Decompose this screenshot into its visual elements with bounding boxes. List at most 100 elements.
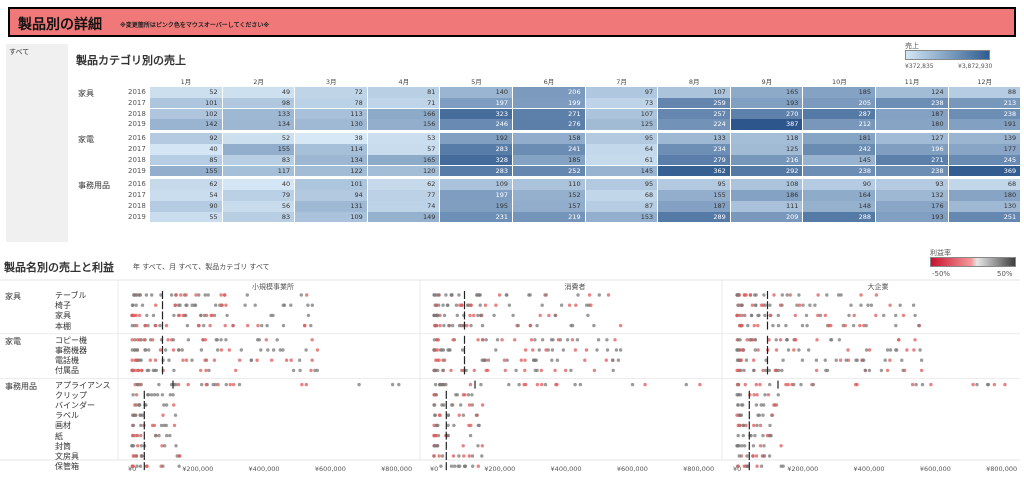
order-dot[interactable]: [278, 348, 282, 352]
order-dot[interactable]: [478, 293, 482, 297]
order-dot[interactable]: [467, 454, 471, 458]
heatmap-cell[interactable]: 148: [803, 201, 875, 212]
order-dot[interactable]: [479, 313, 483, 318]
order-dot[interactable]: [851, 323, 856, 328]
order-dot[interactable]: [480, 444, 484, 448]
order-dot[interactable]: [298, 368, 302, 373]
heatmap-cell[interactable]: 83: [222, 154, 295, 166]
order-dot[interactable]: [469, 323, 473, 328]
order-dot[interactable]: [234, 368, 238, 373]
order-dot[interactable]: [867, 368, 872, 373]
order-dot[interactable]: [756, 313, 760, 318]
order-dot[interactable]: [540, 303, 544, 307]
order-dot[interactable]: [483, 303, 488, 307]
order-dot[interactable]: [616, 358, 621, 362]
order-dot[interactable]: [630, 382, 635, 387]
order-dot[interactable]: [178, 454, 182, 458]
order-dot[interactable]: [735, 348, 739, 352]
order-dot[interactable]: [684, 382, 688, 387]
heatmap-cell[interactable]: 133: [658, 133, 730, 144]
heatmap-cell[interactable]: 176: [876, 201, 948, 212]
order-dot[interactable]: [844, 358, 848, 362]
order-dot[interactable]: [735, 444, 739, 448]
heatmap-cell[interactable]: 185: [513, 154, 585, 166]
order-dot[interactable]: [971, 382, 975, 387]
heatmap-cell[interactable]: 177: [948, 144, 1021, 155]
order-dot[interactable]: [444, 293, 448, 297]
order-dot[interactable]: [304, 382, 308, 387]
order-dot[interactable]: [203, 358, 207, 362]
order-dot[interactable]: [135, 464, 139, 468]
order-dot[interactable]: [169, 293, 174, 297]
order-dot[interactable]: [284, 358, 289, 362]
order-dot[interactable]: [173, 303, 177, 307]
order-dot[interactable]: [771, 323, 775, 328]
order-dot[interactable]: [753, 293, 757, 297]
heatmap-cell[interactable]: 187: [876, 108, 948, 120]
heatmap-cell[interactable]: 118: [730, 133, 803, 144]
order-dot[interactable]: [197, 323, 201, 328]
order-dot[interactable]: [163, 444, 167, 448]
order-dot[interactable]: [761, 368, 765, 373]
heatmap-cell[interactable]: 134: [222, 119, 295, 130]
order-dot[interactable]: [436, 433, 441, 438]
order-dot[interactable]: [450, 323, 455, 328]
order-dot[interactable]: [216, 348, 220, 352]
order-dot[interactable]: [784, 323, 788, 328]
order-dot[interactable]: [761, 433, 765, 438]
order-dot[interactable]: [440, 348, 444, 352]
order-dot[interactable]: [176, 382, 181, 387]
order-dot[interactable]: [471, 464, 475, 468]
order-dot[interactable]: [219, 293, 223, 297]
heatmap-cell[interactable]: 181: [803, 133, 875, 144]
order-dot[interactable]: [157, 433, 161, 438]
order-dot[interactable]: [202, 323, 206, 328]
heatmap-cell[interactable]: 40: [222, 179, 295, 190]
order-dot[interactable]: [805, 323, 809, 328]
order-dot[interactable]: [849, 303, 853, 307]
order-dot[interactable]: [142, 338, 146, 342]
order-dot[interactable]: [779, 444, 783, 448]
heatmap-cell[interactable]: 101: [295, 179, 367, 190]
order-dot[interactable]: [450, 403, 454, 407]
heatmap-cell[interactable]: 206: [513, 87, 585, 98]
order-dot[interactable]: [470, 403, 474, 407]
order-dot[interactable]: [929, 382, 933, 387]
order-dot[interactable]: [544, 348, 548, 352]
order-dot[interactable]: [765, 433, 770, 438]
order-dot[interactable]: [737, 313, 742, 318]
order-dot[interactable]: [137, 313, 142, 318]
order-dot[interactable]: [432, 338, 437, 342]
order-dot[interactable]: [310, 303, 314, 307]
order-dot[interactable]: [219, 348, 224, 352]
order-dot[interactable]: [592, 368, 597, 373]
order-dot[interactable]: [208, 323, 212, 328]
heatmap-cell[interactable]: 196: [876, 144, 948, 155]
order-dot[interactable]: [829, 338, 834, 342]
heatmap-cell[interactable]: 107: [658, 87, 730, 98]
order-dot[interactable]: [897, 338, 901, 342]
order-dot[interactable]: [193, 303, 198, 307]
order-dot[interactable]: [435, 338, 439, 342]
order-dot[interactable]: [495, 338, 500, 342]
order-dot[interactable]: [299, 293, 303, 297]
heatmap-cell[interactable]: 238: [876, 165, 948, 177]
order-dot[interactable]: [905, 348, 909, 352]
order-dot[interactable]: [913, 338, 917, 342]
order-dot[interactable]: [315, 368, 319, 373]
order-dot[interactable]: [474, 413, 479, 417]
heatmap-cell[interactable]: 212: [803, 119, 875, 130]
order-dot[interactable]: [212, 358, 217, 362]
order-dot[interactable]: [569, 368, 573, 373]
order-dot[interactable]: [814, 368, 819, 373]
order-dot[interactable]: [468, 382, 473, 387]
heatmap-cell[interactable]: 95: [658, 179, 730, 190]
heatmap-cell[interactable]: 125: [585, 119, 658, 130]
order-dot[interactable]: [131, 433, 135, 438]
heatmap-cell[interactable]: 57: [367, 144, 440, 155]
order-dot[interactable]: [975, 382, 979, 387]
order-dot[interactable]: [762, 444, 766, 448]
order-dot[interactable]: [237, 382, 242, 387]
order-dot[interactable]: [145, 368, 149, 373]
order-dot[interactable]: [139, 338, 143, 342]
